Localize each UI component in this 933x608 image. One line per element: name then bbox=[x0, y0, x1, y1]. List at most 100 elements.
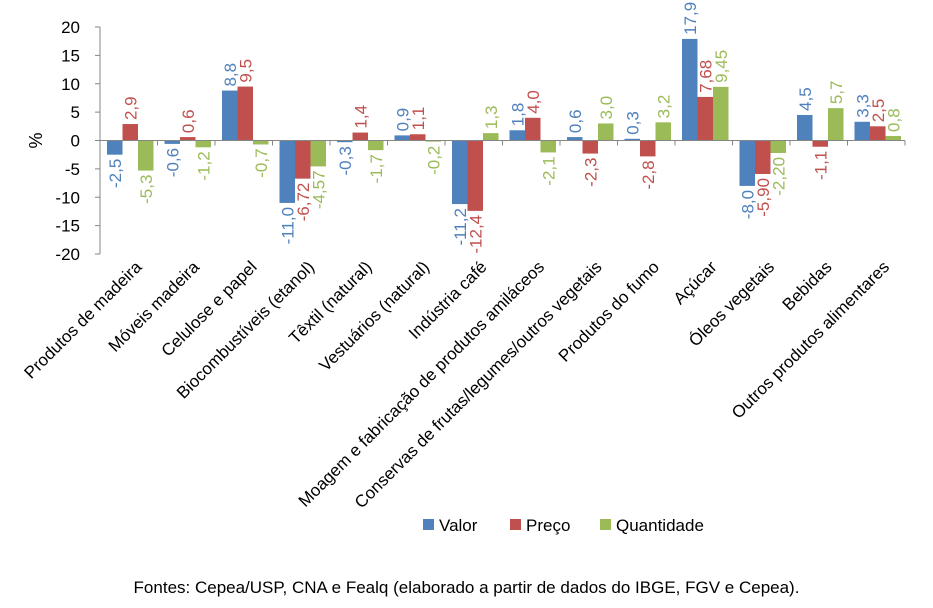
y-tick-label: 20 bbox=[61, 18, 80, 37]
data-label-preço: -2,3 bbox=[581, 158, 600, 187]
category-label: Açúcar bbox=[670, 257, 721, 308]
y-axis-title: % bbox=[26, 132, 46, 148]
data-label-quantidade: -0,2 bbox=[424, 146, 443, 175]
data-label-preço: 7,68 bbox=[696, 60, 715, 93]
legend-swatch-valor bbox=[423, 519, 434, 530]
bar-preço bbox=[870, 126, 886, 141]
bar-preço bbox=[352, 132, 368, 141]
bar-quantidade bbox=[425, 140, 441, 142]
bar-valor bbox=[279, 140, 295, 203]
legend-swatch-preço bbox=[510, 519, 521, 530]
data-label-valor: 8,8 bbox=[221, 63, 240, 87]
data-label-quantidade: 9,45 bbox=[712, 50, 731, 83]
y-tick-label: 5 bbox=[71, 103, 80, 122]
data-label-valor: 0,3 bbox=[623, 111, 642, 135]
y-tick-label: 15 bbox=[61, 46, 80, 65]
bar-preço bbox=[467, 140, 483, 211]
bar-valor bbox=[107, 140, 123, 155]
bar-quantidade bbox=[368, 140, 384, 151]
bar-valor bbox=[682, 38, 698, 141]
y-tick-label: -20 bbox=[55, 245, 80, 264]
bar-quantidade bbox=[138, 140, 154, 171]
bar-quantidade bbox=[483, 133, 499, 141]
bar-valor bbox=[624, 138, 640, 141]
data-label-quantidade: 5,7 bbox=[827, 81, 846, 105]
bar-quantidade bbox=[540, 140, 556, 153]
data-label-preço: 2,5 bbox=[869, 99, 888, 123]
data-label-quantidade: -5,3 bbox=[137, 175, 156, 204]
data-label-valor: -0,3 bbox=[336, 146, 355, 175]
legend-swatch-quantidade bbox=[600, 519, 611, 530]
data-label-preço: -1,1 bbox=[811, 151, 830, 180]
bar-quantidade bbox=[828, 108, 844, 141]
data-label-preço: 4,0 bbox=[524, 90, 543, 114]
y-tick-label: -15 bbox=[55, 217, 80, 236]
y-tick-label: 10 bbox=[61, 75, 80, 94]
bar-preço bbox=[410, 134, 426, 141]
bars: -2,5 -0,6 8,8 -11,0 -0,3 0,9 -11,2 1,8 0,6 0,3 17,… bbox=[106, 2, 904, 254]
data-label-valor: -11,2 bbox=[451, 208, 470, 246]
data-label-valor: 3,3 bbox=[853, 94, 872, 118]
data-label-valor: -11,0 bbox=[278, 207, 297, 245]
legend-label-valor: Valor bbox=[439, 516, 478, 535]
data-label-valor: -8,0 bbox=[738, 190, 757, 219]
data-label-valor: 4,5 bbox=[796, 87, 815, 111]
bar-quantidade bbox=[195, 140, 211, 148]
bar-preço bbox=[640, 140, 656, 157]
y-axis: -20 -15 -10 -5 0 5 10 15 20% bbox=[26, 18, 101, 264]
data-label-valor: 1,8 bbox=[508, 103, 527, 127]
bar-quantidade bbox=[713, 86, 729, 141]
data-label-valor: 0,6 bbox=[566, 109, 585, 133]
bar-valor bbox=[394, 135, 410, 141]
data-label-quantidade: 0,8 bbox=[884, 108, 903, 132]
bar-chart: -20 -15 -10 -5 0 5 10 15 20% -2,5 -0,6 8,8 -11,0 -0,… bbox=[21, 2, 906, 535]
data-label-quantidade: -2,1 bbox=[539, 156, 558, 185]
data-label-quantidade: -0,7 bbox=[252, 148, 271, 177]
bar-valor bbox=[164, 140, 180, 144]
x-axis bbox=[99, 140, 906, 146]
bar-preço bbox=[295, 140, 311, 179]
data-label-quantidade: -4,57 bbox=[309, 170, 328, 209]
bar-valor bbox=[567, 137, 583, 141]
data-label-quantidade: 1,3 bbox=[482, 105, 501, 129]
bar-quantidade bbox=[310, 140, 326, 167]
y-tick-label: -10 bbox=[55, 188, 80, 207]
y-tick-label: -5 bbox=[65, 160, 80, 179]
data-label-preço: -6,72 bbox=[294, 183, 313, 222]
data-label-quantidade: -2,20 bbox=[769, 157, 788, 196]
bar-preço bbox=[180, 137, 196, 141]
data-label-preço: 0,6 bbox=[179, 109, 198, 133]
bar-valor bbox=[854, 121, 870, 141]
data-label-quantidade: -1,7 bbox=[367, 154, 386, 183]
data-label-valor: -0,6 bbox=[163, 148, 182, 177]
data-label-preço: -12,4 bbox=[466, 215, 485, 254]
source-note: Fontes: Cepea/USP, CNA e Fealq (elaborad… bbox=[133, 578, 800, 597]
bar-valor bbox=[797, 114, 813, 141]
data-label-preço: -5,90 bbox=[754, 178, 773, 217]
data-label-preço: 1,4 bbox=[351, 105, 370, 129]
bar-preço bbox=[582, 140, 598, 154]
data-label-quantidade: 3,2 bbox=[654, 95, 673, 119]
category-label: Produtos do fumo bbox=[555, 257, 663, 365]
data-label-valor: -2,5 bbox=[106, 159, 125, 188]
bar-quantidade bbox=[770, 140, 786, 153]
data-label-valor: 17,9 bbox=[681, 2, 700, 35]
bar-preço bbox=[812, 140, 828, 147]
y-tick-label: 0 bbox=[71, 132, 80, 151]
legend: Valor Preço Quantidade bbox=[423, 516, 704, 535]
legend-label-preço: Preço bbox=[526, 516, 570, 535]
bar-valor bbox=[452, 140, 468, 205]
category-label: Vestuários (natural) bbox=[315, 257, 433, 375]
bar-valor bbox=[509, 130, 525, 141]
bar-preço bbox=[697, 96, 713, 141]
bar-preço bbox=[755, 140, 771, 174]
bar-valor bbox=[222, 90, 238, 141]
bar-preço bbox=[237, 86, 253, 141]
data-label-quantidade: 3,0 bbox=[597, 96, 616, 120]
data-label-valor: 0,9 bbox=[393, 108, 412, 132]
data-label-quantidade: -1,2 bbox=[194, 151, 213, 180]
bar-quantidade bbox=[598, 123, 614, 141]
bar-valor bbox=[739, 140, 755, 186]
bar-quantidade bbox=[253, 140, 269, 145]
